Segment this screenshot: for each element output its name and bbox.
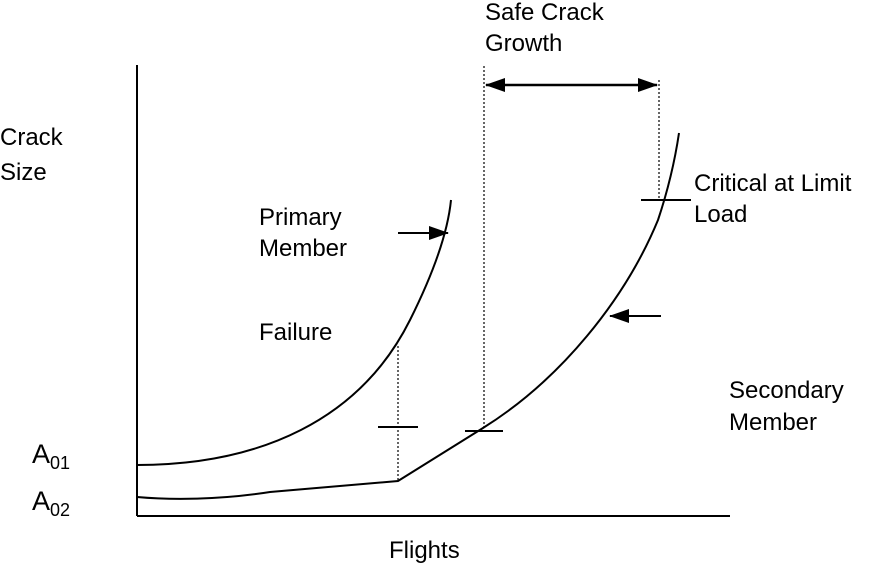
safe-crack-growth-label: Safe Crack Growth [485,0,610,57]
y-axis-label: Crack Size [0,124,69,186]
primary-member-curve [136,199,452,466]
critical-at-limit-load-label: Critical at Limit Load [694,170,858,228]
a01-label: A01 [32,439,70,473]
a02-label: A02 [32,486,70,520]
x-axis-label: Flights [389,537,460,564]
failure-label: Failure [259,319,332,346]
secondary-member-curve [136,132,680,500]
primary-member-label: Primary Member [259,204,348,262]
secondary-member-label: Secondary Member [729,377,850,436]
